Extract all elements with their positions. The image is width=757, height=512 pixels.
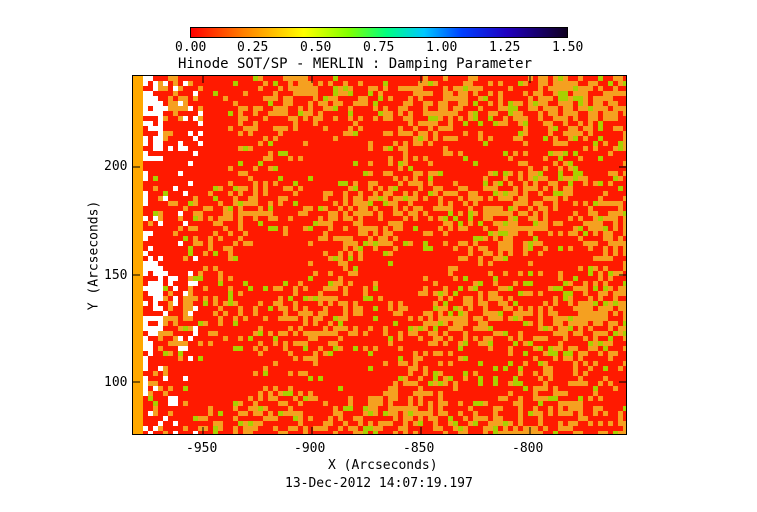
colorbar-tick-label: 1.00 (426, 40, 458, 55)
colorbar-tick-label: 0.50 (300, 40, 332, 55)
plot-title: Hinode SOT/SP - MERLIN : Damping Paramet… (178, 56, 533, 72)
x-axis-label: X (Arcseconds) (328, 458, 438, 473)
x-tick-label: -950 (186, 441, 218, 456)
damping-parameter-map (133, 76, 626, 434)
colorbar-tick-label: 0.75 (363, 40, 395, 55)
y-tick-label: 100 (104, 375, 128, 390)
y-tick-label: 150 (104, 268, 128, 283)
timestamp: 13-Dec-2012 14:07:19.197 (285, 476, 473, 491)
x-tick-label: -800 (512, 441, 544, 456)
colorbar-tick-label: 0.25 (237, 40, 269, 55)
y-axis-label: Y (Arcseconds) (86, 200, 102, 311)
colorbar (190, 27, 568, 38)
colorbar-tick-label: 1.50 (552, 40, 584, 55)
x-tick-label: -900 (294, 441, 326, 456)
colorbar-tick-label: 0.00 (175, 40, 207, 55)
x-tick-label: -850 (403, 441, 435, 456)
y-tick-label: 200 (104, 159, 128, 174)
colorbar-tick-label: 1.25 (489, 40, 521, 55)
solar-map-plot (132, 75, 627, 435)
